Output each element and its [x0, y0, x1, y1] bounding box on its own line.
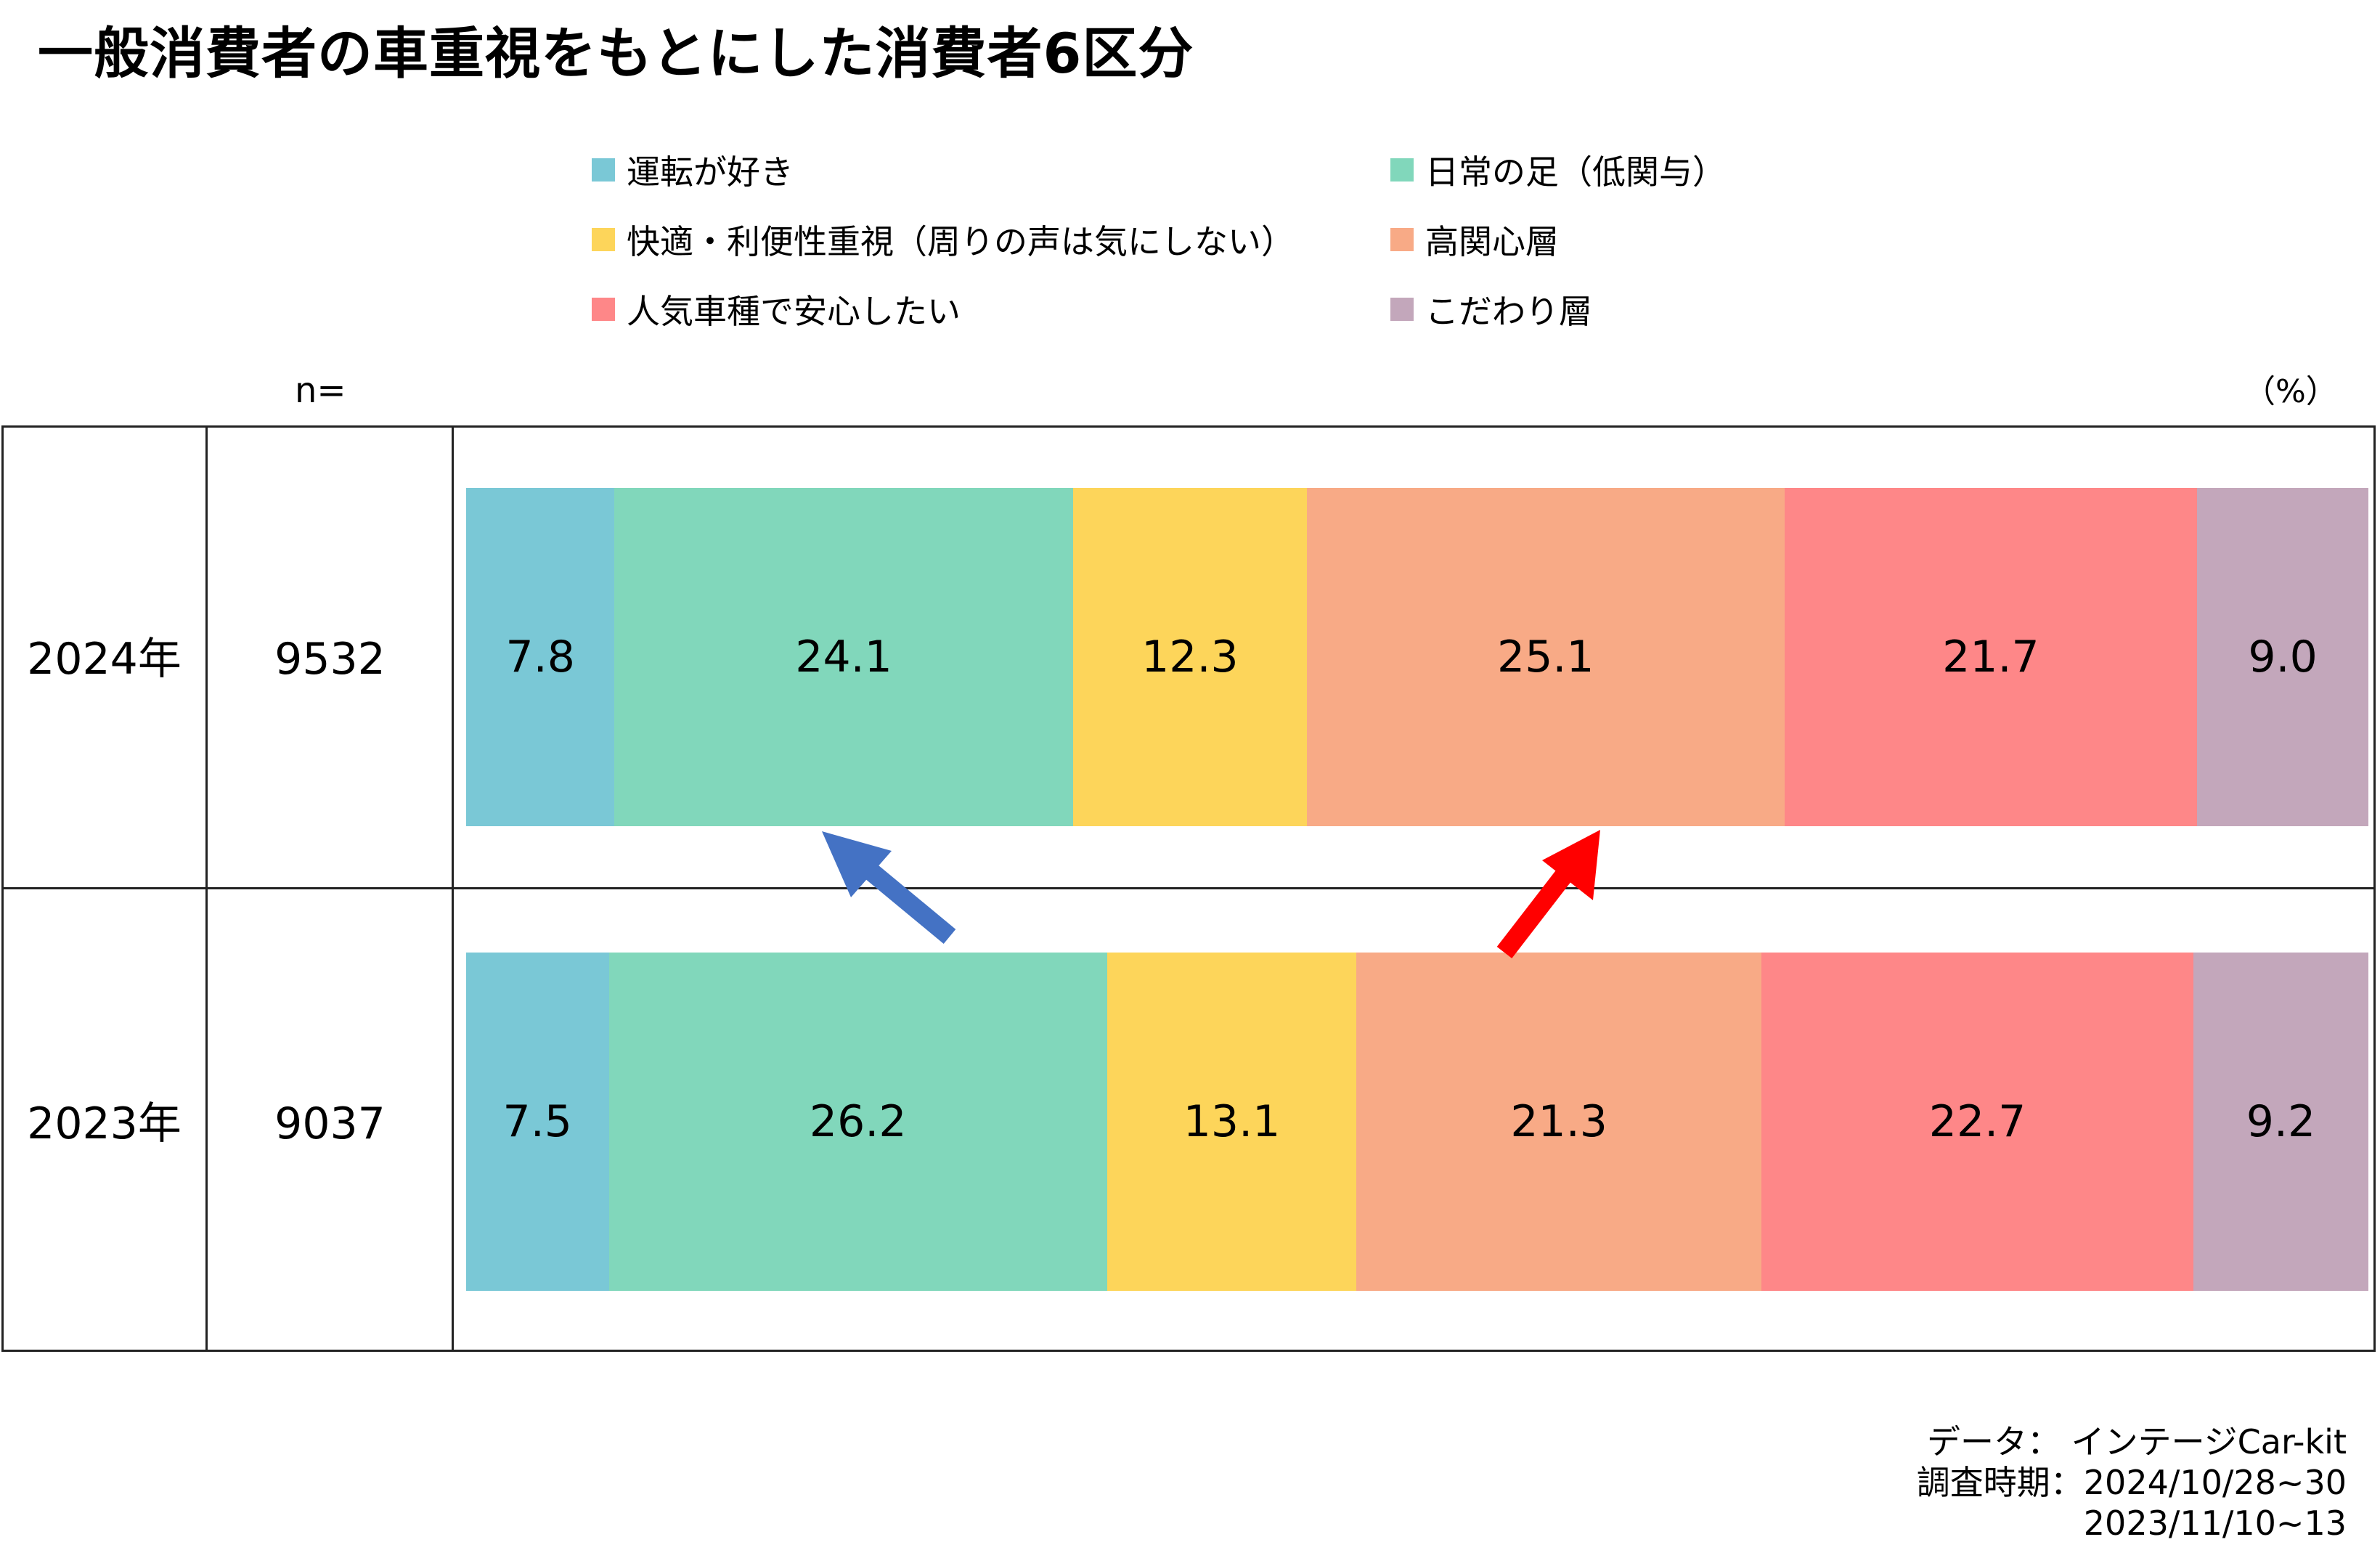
- bar-segment: 21.3: [1356, 953, 1762, 1291]
- year-label-2023: 2023年: [27, 1098, 182, 1149]
- legend-item: 日常の足（低関与）: [1390, 148, 1726, 192]
- footer-survey-period: 調査時期：2024/10/28~30: [1916, 1463, 2347, 1502]
- legend-item: 快適・利便性重視（周りの声は気にしない）: [592, 218, 1295, 261]
- bar-segment: 25.1: [1307, 488, 1785, 826]
- bar-segment: 7.8: [466, 488, 615, 826]
- increase-arrow-shaft: [1496, 864, 1576, 958]
- bar-segment: 22.7: [1761, 953, 2193, 1291]
- bar-segment: 24.1: [614, 488, 1073, 826]
- bar-segment: 9.2: [2193, 953, 2368, 1291]
- legend-label: 日常の足（低関与）: [1425, 152, 1726, 192]
- stacked-bar-2024: 7.8 24.1 12.3 25.1 21.7 9.0: [466, 488, 2368, 826]
- legend-swatch: [1390, 228, 1414, 251]
- legend-item: 高関心層: [1390, 218, 1559, 261]
- legend-swatch: [592, 298, 615, 321]
- bar-segment: 13.1: [1107, 953, 1357, 1291]
- row-divider: [1, 887, 2376, 889]
- n-value-2023: 9037: [274, 1098, 386, 1149]
- chart-title: 一般消費者の車重視をもとにした消費者6区分: [38, 21, 1194, 86]
- n-value-2024: 9532: [274, 634, 386, 685]
- legend-swatch: [592, 158, 615, 182]
- legend-item: こだわり層: [1390, 287, 1592, 331]
- bar-segment: 9.0: [2197, 488, 2368, 826]
- legend-swatch: [1390, 158, 1414, 182]
- bar-segment: 21.7: [1784, 488, 2198, 826]
- legend-item: 運転が好き: [592, 148, 794, 192]
- legend-label: 人気車種で安心したい: [627, 292, 961, 331]
- source-footer: データ： インテージCar-kit 調査時期：2024/10/28~30 202…: [1917, 1422, 2347, 1543]
- legend-label: こだわり層: [1425, 292, 1592, 331]
- increase-arrow-head: [1542, 830, 1600, 900]
- legend-swatch: [1390, 298, 1414, 321]
- stacked-bar-2023: 7.5 26.2 13.1 21.3 22.7 9.2: [466, 953, 2368, 1291]
- bar-segment: 12.3: [1072, 488, 1308, 826]
- decrease-arrow-head: [822, 831, 892, 897]
- bar-segment: 7.5: [466, 953, 609, 1291]
- legend-swatch: [592, 228, 615, 251]
- legend-item: 人気車種で安心したい: [592, 287, 961, 331]
- footer-source: データ： インテージCar-kit: [1926, 1422, 2347, 1461]
- bar-segment: 26.2: [608, 953, 1107, 1291]
- unit-label: （%）: [2244, 373, 2338, 410]
- legend-label: 高関心層: [1425, 222, 1559, 261]
- n-column-header: n=: [295, 370, 346, 411]
- legend-label: 快適・利便性重視（周りの声は気にしない）: [627, 222, 1295, 261]
- year-label-2024: 2024年: [27, 634, 182, 685]
- footer-survey-period-2023: 2023/11/10~13: [2083, 1504, 2347, 1543]
- legend-label: 運転が好き: [627, 152, 794, 192]
